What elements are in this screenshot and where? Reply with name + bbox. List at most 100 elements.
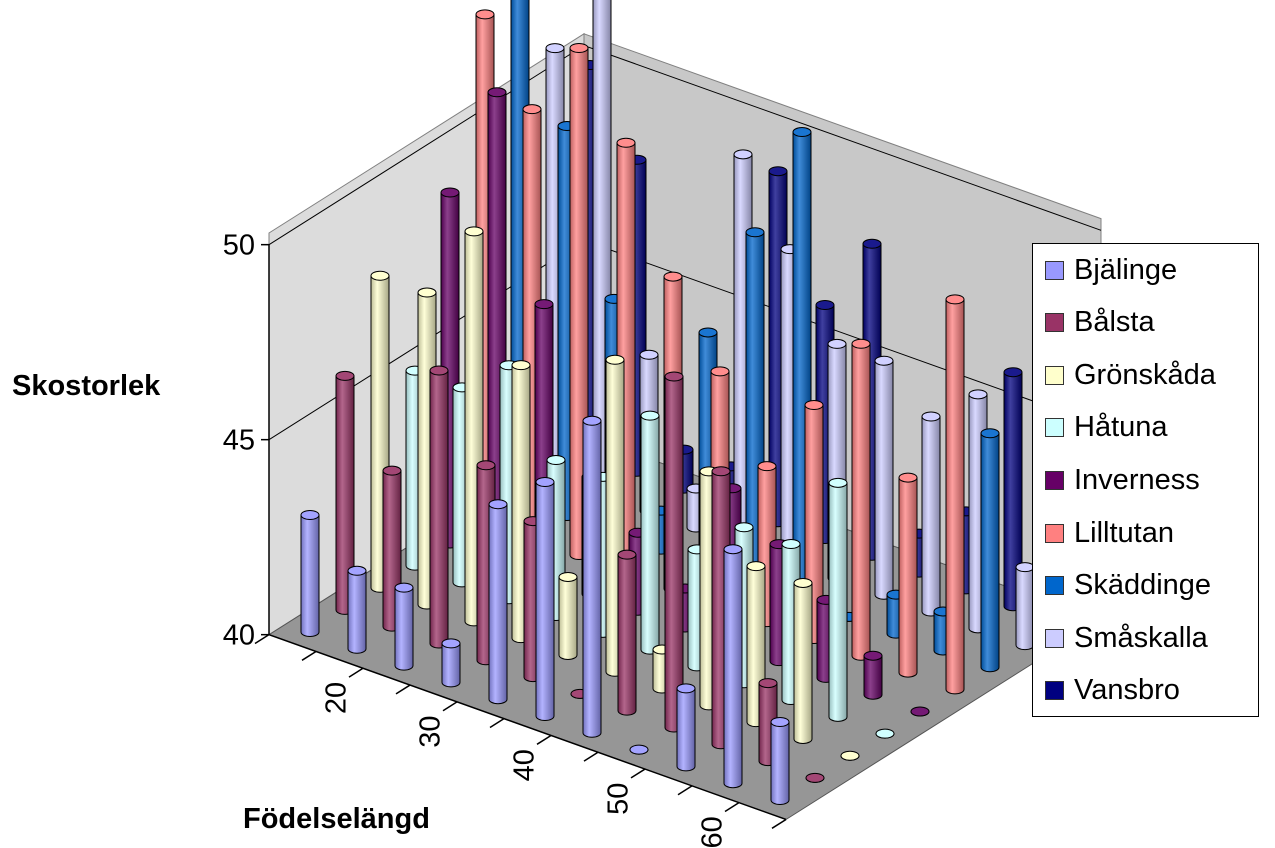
bar-Vansbro-60: [1003, 367, 1023, 612]
bar-cap-Bålsta: [711, 466, 731, 477]
bar-Lilltutan-60: [898, 472, 918, 678]
bar-body-Grönskåda: [558, 576, 578, 660]
bar-Bjälinge-45: [582, 415, 602, 738]
x-tick-mark: [348, 667, 364, 678]
x-tick-mark: [536, 734, 552, 745]
bar-cap-Grönskåda: [417, 287, 437, 298]
bar-cap-Lilltutan: [616, 137, 636, 148]
bar-Småskalla-55: [921, 411, 941, 617]
bar-cap-Bålsta: [805, 772, 825, 783]
bar-cap-Inverness: [487, 87, 507, 98]
bar-cap-Lilltutan: [663, 271, 683, 282]
bar-cap-Bjälinge: [582, 415, 602, 426]
bar-Bjälinge-15: [300, 510, 320, 637]
bar-cap-Lilltutan: [710, 366, 730, 377]
bar-cap-Bjälinge: [629, 744, 649, 755]
x-tick-label: 30: [415, 715, 447, 747]
bar-cap-Småskalla: [545, 43, 565, 54]
legend-item: Håtuna: [1045, 408, 1168, 448]
bar-Bjälinge-50: [629, 744, 649, 755]
bar-body-Bjälinge: [723, 548, 743, 789]
legend-item: Skäddinge: [1045, 566, 1211, 606]
bar-cap-Bålsta: [758, 678, 778, 689]
bar-cap-Bjälinge: [723, 544, 743, 555]
x-tick-mark: [254, 634, 270, 645]
legend-swatch: [1045, 681, 1064, 701]
bar-body-Bålsta: [664, 375, 684, 733]
bar-cap-Bålsta: [429, 365, 449, 376]
bar-Bålsta-25: [429, 365, 449, 649]
bar-cap-Inverness: [534, 299, 554, 310]
bar-cap-Vansbro: [768, 166, 788, 177]
bar-body-Bjälinge: [347, 570, 367, 654]
x-axis-line: [268, 633, 787, 821]
legend-label: Bålsta: [1074, 306, 1155, 339]
legend-label: Grönskåda: [1074, 358, 1216, 391]
legend-swatch: [1045, 365, 1064, 385]
bar-Bjälinge-30: [441, 638, 461, 688]
bar-body-Småskalla: [874, 360, 894, 600]
bar-Grönskåda-65: [840, 750, 860, 761]
bar-Bålsta-45: [617, 549, 637, 716]
bar-cap-Grönskåda: [511, 360, 531, 371]
bar-Lilltutan-55: [851, 338, 871, 661]
legend-label: Lilltutan: [1074, 516, 1174, 549]
bar-cap-Bjälinge: [300, 510, 320, 520]
bar-cap-Bjälinge: [488, 499, 508, 510]
bar-cap-Grönskåda: [746, 561, 766, 572]
bar-Bjälinge-25: [394, 582, 414, 671]
bar-Bålsta-50: [664, 371, 684, 733]
bar-cap-Lilltutan: [522, 104, 542, 115]
bar-cap-Håtuna: [875, 728, 895, 739]
bar-cap-Grönskåda: [840, 750, 860, 761]
bar-Bålsta-65: [805, 772, 825, 783]
bar-cap-Bjälinge: [535, 477, 555, 487]
bar-cap-Håtuna: [828, 477, 848, 488]
bar-Grönskåda-35: [558, 571, 578, 660]
bar-cap-Skäddinge: [698, 327, 718, 338]
bar-cap-Lilltutan: [757, 461, 777, 472]
bar-Bjälinge-65: [770, 717, 790, 805]
bar-cap-Bålsta: [617, 549, 637, 560]
legend-swatch: [1045, 628, 1064, 648]
bar-cap-Skäddinge: [792, 127, 812, 138]
legend-label: Småskalla: [1074, 621, 1208, 654]
legend-swatch: [1045, 523, 1064, 543]
bar-cap-Bjälinge: [770, 717, 790, 727]
x-tick-label: 40: [509, 749, 541, 781]
legend-item: Lilltutan: [1045, 513, 1174, 553]
bar-Småskalla-50: [874, 355, 894, 600]
bar-cap-Håtuna: [546, 455, 566, 466]
legend-swatch: [1045, 260, 1064, 280]
y-tick-label: 40: [223, 620, 255, 652]
bar-cap-Grönskåda: [793, 577, 813, 588]
bar-Håtuna-40: [640, 410, 660, 655]
legend: Bjälinge Bålsta Grönskåda Håtuna Inverness Li…: [1032, 243, 1259, 717]
bar-Bjälinge-20: [347, 565, 367, 654]
bar-body-Bjälinge: [770, 721, 790, 805]
bar-Skäddinge-65: [980, 428, 1000, 673]
bar-cap-Lilltutan: [945, 294, 965, 305]
bar-cap-Bjälinge: [347, 565, 367, 576]
bar-body-Bålsta: [429, 369, 449, 649]
bar-cap-Grönskåda: [370, 270, 390, 281]
bar-Inverness-60: [863, 650, 883, 700]
bar-Håtuna-60: [828, 477, 848, 722]
x-axis-title: Födelselängd: [243, 803, 430, 835]
bar-Bjälinge-60: [723, 544, 743, 789]
bar-cap-Småskalla: [827, 338, 847, 349]
axes: 40 45 50 20 30 40 50 60 Skostorlek Födelselängd: [12, 230, 787, 848]
bar-body-Grönskåda: [793, 582, 813, 744]
bar-cap-Skäddinge: [980, 428, 1000, 439]
x-tick-mark: [442, 701, 458, 712]
bar-body-Bjälinge: [441, 642, 461, 688]
legend-item: Bålsta: [1045, 303, 1155, 343]
bar-cap-Lilltutan: [569, 42, 589, 53]
legend-item: Vansbro: [1045, 671, 1180, 711]
bar-body-Bjälinge: [582, 420, 602, 738]
bar-cap-Lilltutan: [475, 9, 495, 20]
bar-body-Småskalla: [921, 416, 941, 617]
bar-cap-Inverness: [863, 650, 883, 661]
bar-cap-Bjälinge: [441, 638, 461, 649]
